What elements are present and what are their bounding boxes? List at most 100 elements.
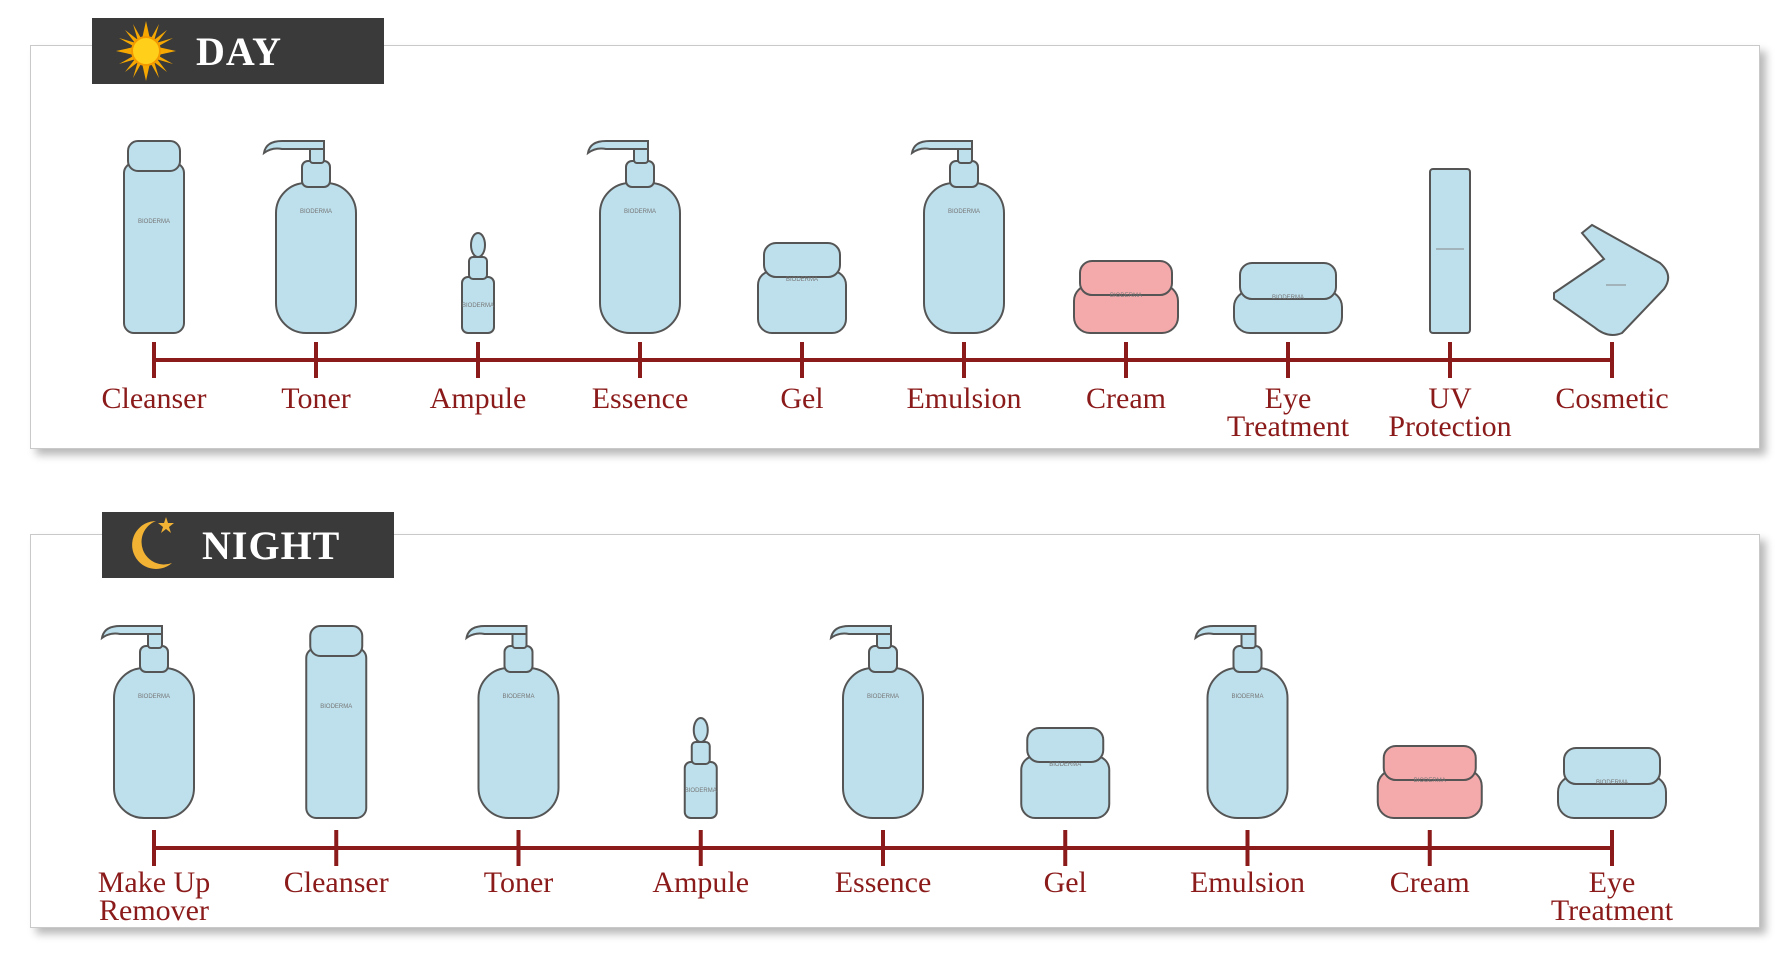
step-label: Gel: [1044, 866, 1087, 899]
step-8: BIODERMA Cream: [1376, 745, 1483, 899]
step-label: Gel: [780, 382, 823, 415]
step-label: Make Up Remover: [98, 866, 210, 927]
svg-text:BIODERMA: BIODERMA: [462, 303, 494, 309]
step-label-line: Cleanser: [102, 382, 207, 415]
step-label: Ampule: [652, 866, 749, 899]
pump-bottle-icon: BIODERMA: [910, 140, 1005, 334]
step-label: Eye Treatment: [1227, 382, 1350, 443]
step-7: BIODERMA Emulsion: [1190, 625, 1305, 899]
step-3: BIODERMA Toner: [465, 625, 560, 899]
step-label-line: Cosmetic: [1555, 382, 1668, 415]
step-label: Eye Treatment: [1551, 866, 1674, 927]
step-label-line: Treatment: [1551, 894, 1674, 927]
pink-jar-icon: BIODERMA: [1376, 745, 1483, 819]
pump-bottle-icon: BIODERMA: [465, 625, 560, 819]
svg-text:BIODERMA: BIODERMA: [1596, 780, 1628, 786]
svg-text:BIODERMA: BIODERMA: [300, 209, 332, 215]
dropper-vial-icon: BIODERMA: [683, 717, 718, 819]
step-label-line: Emulsion: [906, 382, 1021, 415]
step-4: BIODERMA Ampule: [652, 717, 749, 899]
svg-text:BIODERMA: BIODERMA: [867, 694, 899, 700]
step-label-line: Treatment: [1227, 410, 1350, 443]
svg-text:BIODERMA: BIODERMA: [320, 704, 352, 710]
svg-text:BIODERMA: BIODERMA: [1272, 295, 1304, 301]
jar-icon: BIODERMA: [757, 242, 847, 334]
svg-text:BIODERMA: BIODERMA: [138, 219, 170, 225]
step-label-line: Ampule: [430, 382, 527, 415]
svg-text:BIODERMA: BIODERMA: [624, 209, 656, 215]
svg-text:BIODERMA: BIODERMA: [1414, 778, 1446, 784]
step-7: BIODERMA Cream: [1073, 260, 1179, 415]
step-6: BIODERMA Gel: [1020, 727, 1111, 899]
slim-tube-icon: [1429, 168, 1471, 334]
step-label: Cleanser: [284, 866, 389, 899]
step-label-line: Toner: [281, 382, 351, 415]
jar-icon: BIODERMA: [1020, 727, 1111, 819]
pump-bottle-icon: BIODERMA: [262, 140, 357, 334]
svg-text:BIODERMA: BIODERMA: [948, 209, 980, 215]
step-2: BIODERMA Cleanser: [284, 625, 389, 899]
step-9: UV Protection: [1388, 168, 1512, 443]
svg-text:BIODERMA: BIODERMA: [786, 277, 818, 283]
step-label-line: Cream: [1390, 866, 1470, 899]
flat-jar-icon: BIODERMA: [1557, 747, 1667, 819]
step-label: Cream: [1390, 866, 1470, 899]
pink-jar-icon: BIODERMA: [1073, 260, 1179, 334]
step-label-line: Essence: [592, 382, 689, 415]
step-6: BIODERMA Emulsion: [906, 140, 1022, 415]
tube-bottle-icon: BIODERMA: [123, 140, 185, 334]
step-10: Cosmetic: [1553, 223, 1670, 415]
step-label: Toner: [484, 866, 554, 899]
pump-bottle-icon: BIODERMA: [1194, 625, 1289, 819]
step-label: Emulsion: [906, 382, 1021, 415]
step-label: Toner: [281, 382, 351, 415]
step-label-line: Cleanser: [284, 866, 389, 899]
night-tab: NIGHT: [102, 512, 394, 578]
step-label: Cosmetic: [1555, 382, 1668, 415]
compact-icon: [1553, 223, 1670, 336]
step-label-line: Make Up: [98, 866, 210, 899]
svg-text:BIODERMA: BIODERMA: [1110, 293, 1142, 299]
step-label-line: Gel: [1044, 866, 1087, 899]
step-label: Essence: [835, 866, 932, 899]
day-tab: DAY: [92, 18, 384, 84]
step-2: BIODERMA Toner: [262, 140, 357, 415]
step-9: BIODERMA Eye Treatment: [1551, 747, 1674, 927]
day-timeline: BIODERMA Cleanser BIODERMA Toner BIODERMA Amp…: [102, 140, 1670, 443]
step-label-line: Eye: [1589, 866, 1636, 899]
svg-text:BIODERMA: BIODERMA: [1231, 694, 1263, 700]
step-5: BIODERMA Gel: [757, 242, 847, 415]
step-8: BIODERMA Eye Treatment: [1227, 262, 1350, 443]
svg-text:BIODERMA: BIODERMA: [502, 694, 534, 700]
step-label-line: Essence: [835, 866, 932, 899]
step-label-line: Remover: [99, 894, 209, 927]
step-label-line: UV: [1428, 382, 1472, 415]
step-1: BIODERMA Make Up Remover: [98, 625, 210, 927]
step-label-line: Protection: [1388, 410, 1511, 443]
step-label: Cream: [1086, 382, 1166, 415]
pump-bottle-icon: BIODERMA: [100, 625, 195, 819]
svg-text:BIODERMA: BIODERMA: [685, 788, 717, 794]
svg-text:BIODERMA: BIODERMA: [138, 694, 170, 700]
tube-bottle-icon: BIODERMA: [305, 625, 368, 819]
step-label: Emulsion: [1190, 866, 1305, 899]
step-label: Cleanser: [102, 382, 207, 415]
step-1: BIODERMA Cleanser: [102, 140, 207, 415]
day-title: DAY: [196, 28, 282, 74]
moon-icon: [132, 517, 174, 569]
step-label-line: Emulsion: [1190, 866, 1305, 899]
step-label-line: Eye: [1265, 382, 1312, 415]
night-title: NIGHT: [202, 522, 341, 568]
step-5: BIODERMA Essence: [829, 625, 932, 899]
step-label: Essence: [592, 382, 689, 415]
flat-jar-icon: BIODERMA: [1233, 262, 1343, 334]
step-label-line: Toner: [484, 866, 554, 899]
step-label: Ampule: [430, 382, 527, 415]
pump-bottle-icon: BIODERMA: [829, 625, 924, 819]
step-label-line: Cream: [1086, 382, 1166, 415]
dropper-vial-icon: BIODERMA: [461, 232, 495, 334]
step-4: BIODERMA Essence: [586, 140, 689, 415]
step-label-line: Ampule: [652, 866, 749, 899]
